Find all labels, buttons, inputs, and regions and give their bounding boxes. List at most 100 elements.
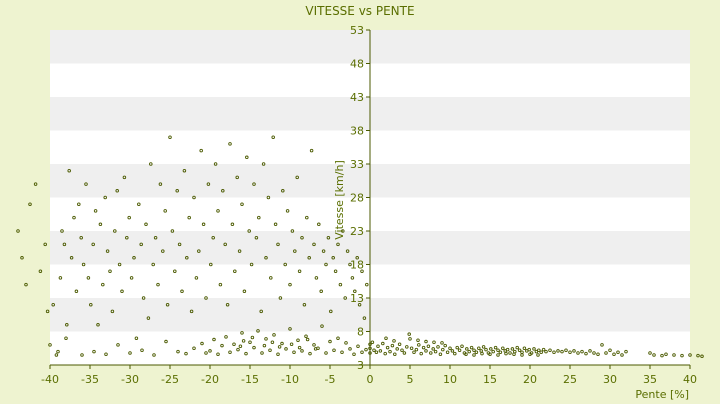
data-point — [409, 346, 414, 351]
data-point — [660, 353, 664, 358]
data-point — [54, 353, 59, 357]
data-point — [390, 343, 395, 348]
data-point — [445, 350, 450, 355]
data-point — [496, 353, 500, 357]
y-tick-label: 23 — [350, 225, 364, 238]
data-point — [284, 347, 288, 351]
data-point — [144, 222, 148, 227]
data-point — [319, 289, 323, 294]
data-point — [236, 347, 240, 352]
data-point — [233, 269, 237, 273]
x-tick-label: 35 — [643, 373, 657, 386]
data-point — [604, 351, 608, 355]
data-point — [281, 189, 285, 193]
data-point — [149, 162, 153, 166]
x-tick-label: 40 — [683, 373, 697, 386]
data-point — [268, 348, 272, 353]
data-point — [588, 349, 592, 353]
data-point — [419, 351, 423, 356]
data-point — [259, 309, 263, 314]
data-point — [472, 348, 476, 353]
data-point — [204, 351, 208, 355]
data-point — [612, 352, 616, 357]
data-point — [431, 347, 435, 351]
data-point — [84, 182, 88, 186]
data-point — [170, 229, 175, 233]
data-point — [440, 341, 444, 345]
data-point — [508, 351, 512, 355]
data-point — [331, 256, 335, 260]
data-point — [515, 345, 519, 350]
data-point — [48, 343, 52, 347]
data-point — [240, 202, 244, 206]
data-point — [230, 222, 235, 227]
y-tick-label: 18 — [350, 259, 364, 272]
data-point — [517, 348, 522, 353]
data-point — [648, 351, 652, 355]
data-point — [192, 195, 196, 200]
data-point — [480, 351, 484, 356]
data-point — [38, 269, 43, 273]
data-point — [620, 353, 624, 357]
data-point — [700, 354, 704, 359]
data-point — [505, 347, 510, 352]
data-point — [272, 333, 276, 337]
x-tick-label: 15 — [483, 373, 497, 386]
data-point — [453, 351, 457, 356]
data-point — [232, 342, 236, 346]
data-point — [326, 235, 331, 240]
data-point — [672, 353, 676, 357]
data-point — [313, 347, 318, 351]
data-point — [340, 350, 344, 355]
data-point — [696, 353, 700, 358]
data-point — [156, 282, 160, 287]
data-point — [372, 348, 376, 353]
data-point — [103, 195, 107, 200]
data-point — [177, 242, 182, 247]
data-point — [397, 342, 402, 346]
data-point — [548, 348, 552, 353]
data-point — [269, 276, 273, 280]
data-point — [163, 209, 167, 213]
data-point — [393, 352, 397, 357]
data-point — [245, 155, 249, 160]
data-point — [608, 348, 612, 353]
data-point — [176, 349, 180, 354]
data-point — [384, 336, 388, 340]
data-point — [520, 353, 524, 357]
data-point — [101, 282, 105, 287]
data-point — [568, 350, 572, 355]
data-point — [448, 346, 452, 351]
data-point — [312, 242, 316, 247]
data-point — [122, 175, 127, 180]
data-point — [93, 209, 98, 213]
data-point — [283, 262, 287, 267]
data-point — [264, 337, 268, 341]
data-point — [273, 222, 278, 227]
data-point — [208, 349, 212, 353]
x-tick-labels: -40 -35 -30 -25 -20 -15 -10 -5 0 5 10 15 20 25 30 35 40 — [41, 365, 697, 386]
data-point — [457, 348, 462, 353]
data-point — [270, 340, 275, 344]
data-point — [407, 332, 411, 336]
data-point — [24, 282, 28, 287]
x-tick-label: -35 — [81, 373, 99, 386]
data-point — [241, 339, 246, 343]
data-point — [213, 162, 218, 166]
data-point — [333, 269, 338, 273]
data-point — [216, 352, 220, 357]
data-point — [395, 347, 399, 351]
data-point — [491, 349, 495, 354]
y-tick-label: 28 — [350, 192, 364, 205]
data-point — [295, 175, 299, 180]
data-point — [81, 262, 86, 267]
data-point — [496, 348, 500, 353]
data-point — [552, 350, 556, 355]
y-tick-label: 13 — [350, 292, 364, 305]
data-point — [117, 262, 122, 267]
data-point — [510, 347, 515, 351]
data-point — [292, 350, 296, 355]
y-tick-label: 3 — [357, 359, 364, 372]
data-point — [436, 345, 440, 349]
data-point — [77, 202, 81, 206]
